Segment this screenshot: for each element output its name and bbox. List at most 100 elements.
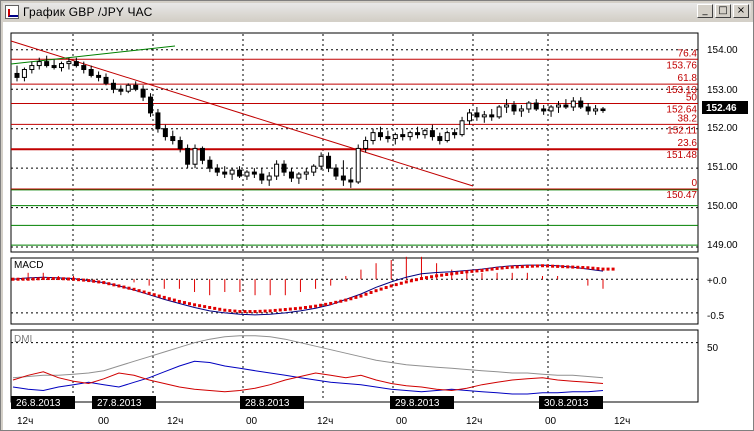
chart-app-icon [5, 4, 19, 19]
hour-tick-label: 12ч [317, 416, 333, 427]
window-title: График GBP /JPY ЧАС [23, 4, 153, 19]
trend-lines [10, 40, 474, 187]
hour-tick-label: 12ч [17, 416, 33, 427]
macd-indicator [11, 256, 698, 316]
signal-dot [293, 307, 297, 311]
dmi-minus-line [12, 360, 604, 395]
signal-dot [430, 275, 434, 279]
fib-percent-label: 0 [691, 178, 697, 189]
signal-dot [490, 267, 494, 271]
candle-body [281, 163, 287, 173]
signal-dot [556, 264, 560, 268]
candle-body [570, 100, 576, 108]
candle-body [222, 171, 228, 175]
candle-body [563, 104, 569, 108]
signal-dot [167, 297, 171, 301]
current-price-badge [702, 101, 748, 114]
signal-dot [16, 277, 20, 281]
signal-dot [409, 279, 413, 283]
candle-body [125, 84, 131, 92]
macd-tick-label: -0.5 [707, 311, 725, 322]
downtrend-line[interactable] [10, 40, 474, 187]
signal-dot [102, 281, 106, 285]
minimize-button[interactable]: _ [697, 4, 713, 18]
date-label: 30.8.2013 [544, 398, 589, 409]
signal-dot [177, 299, 181, 303]
signal-dot [61, 277, 65, 281]
signal-dot [324, 302, 328, 306]
price-tick-label: 154.00 [707, 45, 738, 56]
signal-dot [288, 307, 292, 311]
dmi-plus-line [12, 371, 604, 393]
signal-dot [87, 279, 91, 283]
candle-body [133, 84, 139, 90]
signal-dot [384, 286, 388, 290]
title-bar[interactable]: График GBP /JPY ЧАС _ □ × [3, 3, 751, 20]
signal-dot [193, 303, 197, 307]
signal-dot [374, 289, 378, 293]
signal-dot [127, 286, 131, 290]
signal-dot [238, 310, 242, 314]
candle-body [44, 61, 50, 67]
candle-body [555, 104, 561, 108]
candle-body [511, 104, 517, 112]
candle-body [585, 106, 591, 112]
signal-dot [117, 284, 121, 288]
signal-dot [278, 308, 282, 312]
signal-dot [314, 304, 318, 308]
signal-dot [606, 267, 610, 271]
candle-body [326, 155, 332, 169]
signal-dot [11, 277, 15, 281]
candle-body [466, 112, 472, 122]
macd-line [12, 264, 604, 316]
chart-area[interactable]: 76.4 153.76 61.8 153.13 50 152.64 38.2 152.11 23… [3, 22, 753, 430]
close-button[interactable]: × [733, 4, 749, 18]
dmi-indicator [11, 335, 698, 395]
candle-body [385, 136, 391, 140]
fib-price-label: 150.47 [666, 190, 697, 201]
signal-dot [112, 283, 116, 287]
signal-dot [82, 278, 86, 282]
candle-body [600, 108, 606, 112]
candle-body [244, 171, 250, 177]
hour-tick-label: 12ч [614, 416, 630, 427]
candle-body [333, 167, 339, 177]
candle-body [518, 108, 524, 112]
signal-dot [72, 277, 76, 281]
date-label: 26.8.2013 [16, 398, 61, 409]
dmi-panel [10, 329, 699, 403]
candle-body [578, 100, 584, 108]
candle-body [229, 169, 235, 175]
candle-body [207, 159, 213, 169]
maximize-button[interactable]: □ [715, 4, 731, 18]
candle-body [266, 175, 272, 181]
hour-tick-label: 12ч [466, 416, 482, 427]
signal-dot [132, 287, 136, 291]
green-trend-line[interactable] [10, 45, 176, 65]
candle-body [237, 169, 243, 177]
macd-title: MACD [14, 260, 43, 271]
signal-dot [26, 277, 30, 281]
candle-body [422, 130, 428, 136]
price-tick-label: 151.00 [707, 162, 738, 173]
fib-percent-label: 50 [686, 92, 698, 103]
macd-tick-label: +0.0 [707, 276, 727, 287]
signal-dot [546, 264, 550, 268]
signal-dot [298, 306, 302, 310]
fib-percent-label: 76.4 [678, 48, 698, 59]
signal-dot [571, 265, 575, 269]
signal-dot [157, 294, 161, 298]
candle-body [73, 61, 79, 67]
signal-dot [172, 298, 176, 302]
candle-body [274, 163, 280, 177]
signal-dot [465, 270, 469, 274]
chart-canvas[interactable]: 76.4153.7661.8153.1350152.6438.2152.1123… [3, 22, 753, 430]
signal-dot [611, 267, 615, 271]
candle-body [437, 136, 443, 142]
signal-dot [450, 272, 454, 276]
candle-body [36, 61, 42, 67]
price-panel [10, 32, 699, 253]
candle-body [348, 179, 354, 183]
candle-body [29, 65, 35, 71]
signal-dot [445, 272, 449, 276]
